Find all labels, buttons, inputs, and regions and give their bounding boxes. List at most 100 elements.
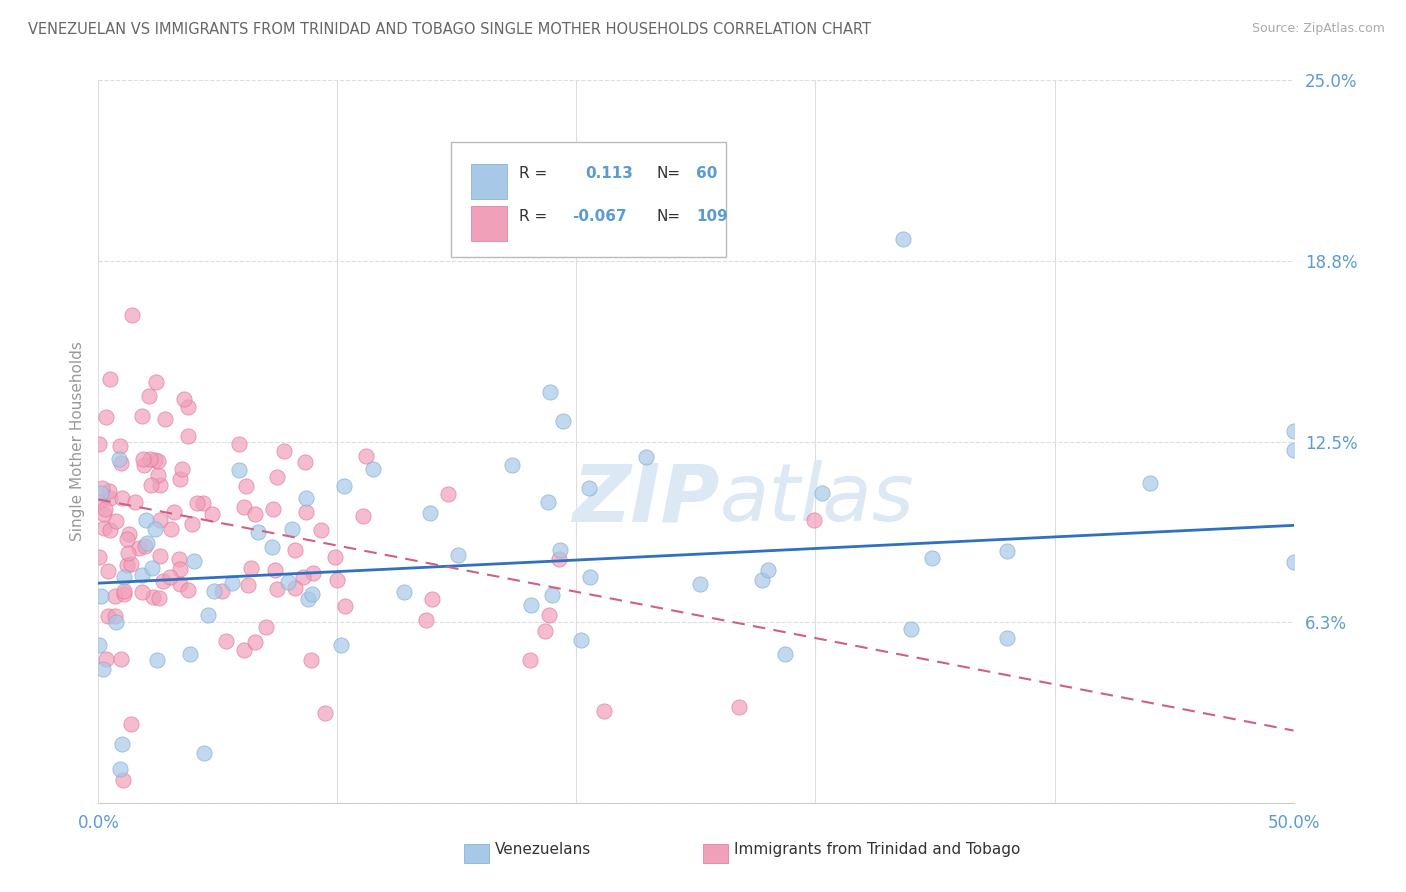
Point	[333, 599, 356, 614]
Point	[553, 414, 575, 428]
Point	[112, 569, 135, 583]
Point	[146, 467, 169, 482]
Point	[141, 478, 163, 492]
Point	[193, 746, 215, 760]
Point	[89, 589, 111, 603]
Point	[149, 513, 172, 527]
Point	[179, 647, 201, 661]
Point	[105, 615, 128, 629]
Point	[120, 716, 142, 731]
Point	[193, 496, 215, 510]
Point	[447, 549, 470, 563]
Point	[394, 584, 416, 599]
Point	[104, 608, 127, 623]
Point	[90, 486, 112, 500]
Point	[152, 574, 174, 588]
Point	[900, 622, 922, 636]
Point	[891, 232, 914, 246]
Point	[1282, 555, 1305, 569]
Point	[169, 562, 191, 576]
Point	[537, 495, 560, 509]
Point	[89, 549, 111, 564]
Point	[177, 400, 200, 414]
Point	[803, 513, 825, 527]
Point	[228, 437, 250, 451]
Point	[131, 585, 153, 599]
Point	[148, 591, 170, 605]
Point	[593, 704, 616, 718]
Text: Venezuelans: Venezuelans	[495, 842, 591, 857]
Point	[117, 546, 139, 560]
Point	[173, 392, 195, 406]
Point	[211, 584, 233, 599]
Point	[995, 631, 1018, 645]
Point	[751, 573, 773, 587]
Point	[115, 532, 138, 546]
Point	[215, 633, 238, 648]
Text: 0.113: 0.113	[585, 166, 633, 180]
Point	[110, 456, 132, 470]
Point	[186, 496, 208, 510]
Point	[239, 560, 262, 574]
Point	[141, 561, 163, 575]
Point	[91, 662, 114, 676]
Point	[176, 582, 198, 597]
Point	[98, 491, 121, 505]
Point	[243, 635, 266, 649]
Text: N=: N=	[657, 209, 681, 224]
Point	[142, 590, 165, 604]
Point	[112, 587, 135, 601]
Point	[1282, 443, 1305, 458]
Point	[108, 439, 131, 453]
Point	[728, 699, 751, 714]
Point	[94, 502, 117, 516]
Text: ZIP: ZIP	[572, 460, 720, 539]
Point	[87, 437, 110, 451]
Point	[262, 502, 284, 516]
Point	[520, 598, 543, 612]
Point	[262, 541, 284, 555]
Point	[98, 483, 121, 498]
Point	[354, 450, 377, 464]
Point	[326, 573, 349, 587]
Point	[519, 653, 541, 667]
Point	[294, 454, 316, 468]
Point	[202, 583, 225, 598]
Point	[277, 574, 299, 589]
Point	[301, 587, 323, 601]
Text: atlas: atlas	[720, 460, 915, 539]
Point	[96, 564, 118, 578]
Point	[291, 569, 314, 583]
Point	[149, 477, 172, 491]
Point	[170, 462, 193, 476]
Point	[228, 463, 250, 477]
Y-axis label: Single Mother Households: Single Mother Households	[69, 342, 84, 541]
Point	[273, 443, 295, 458]
Point	[97, 609, 120, 624]
Point	[995, 544, 1018, 558]
Point	[419, 506, 441, 520]
Point	[135, 513, 157, 527]
Point	[538, 385, 561, 400]
Text: 109: 109	[696, 209, 728, 224]
Text: N=: N=	[657, 166, 681, 180]
Point	[309, 524, 332, 538]
Point	[120, 557, 142, 571]
Point	[756, 563, 779, 577]
Point	[163, 505, 186, 519]
Point	[177, 429, 200, 443]
Text: Immigrants from Trinidad and Tobago: Immigrants from Trinidad and Tobago	[734, 842, 1021, 857]
Point	[245, 507, 267, 521]
Point	[921, 550, 943, 565]
Text: R =: R =	[519, 166, 547, 180]
Point	[266, 582, 288, 596]
Point	[134, 539, 156, 553]
Point	[636, 450, 658, 465]
Point	[437, 487, 460, 501]
Point	[221, 575, 243, 590]
Point	[111, 737, 134, 751]
Point	[361, 462, 384, 476]
Point	[333, 479, 356, 493]
Point	[104, 589, 127, 603]
Point	[811, 486, 834, 500]
